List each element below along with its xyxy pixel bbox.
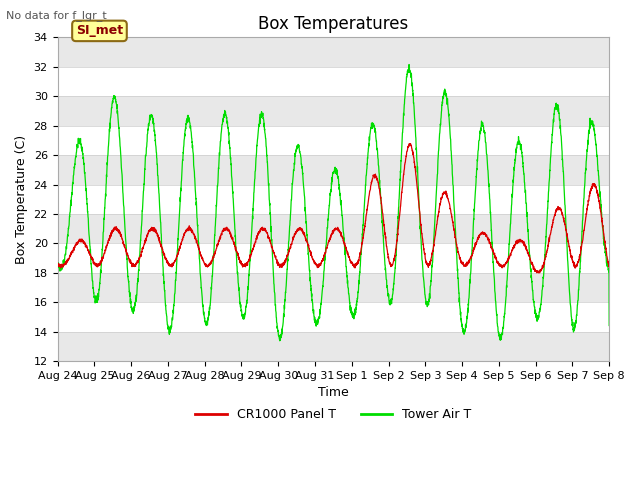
Text: SI_met: SI_met (76, 24, 123, 37)
Bar (58, 243, 609, 273)
Bar (58, 155, 609, 184)
Y-axis label: Box Temperature (C): Box Temperature (C) (15, 135, 28, 264)
Bar (58, 214, 609, 243)
Bar (58, 37, 609, 67)
X-axis label: Time: Time (318, 386, 349, 399)
Title: Box Temperatures: Box Temperatures (258, 15, 408, 33)
Text: No data for f_lgr_t: No data for f_lgr_t (6, 10, 107, 21)
Bar (58, 273, 609, 302)
Bar (58, 184, 609, 214)
Bar (58, 96, 609, 126)
Bar (58, 332, 609, 361)
Legend: CR1000 Panel T, Tower Air T: CR1000 Panel T, Tower Air T (191, 403, 476, 426)
Bar (58, 67, 609, 96)
Bar (58, 302, 609, 332)
Bar (58, 126, 609, 155)
